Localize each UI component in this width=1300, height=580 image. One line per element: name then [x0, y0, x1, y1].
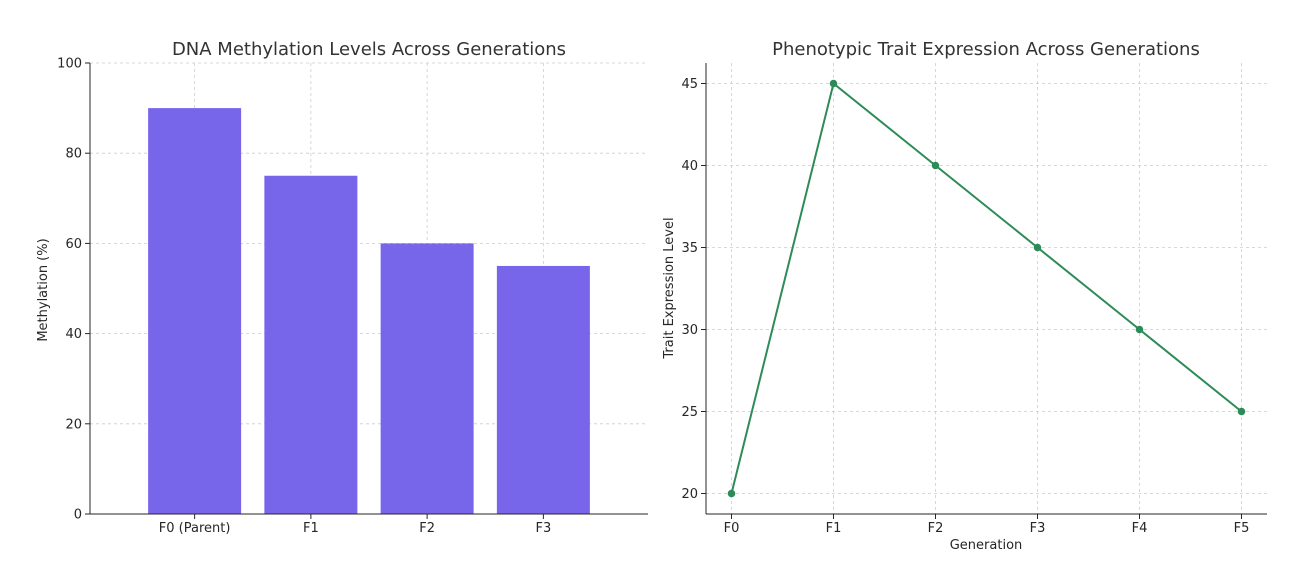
- line-chart-series: [727, 79, 1246, 498]
- line-chart-y-tick-label: 25: [681, 405, 698, 420]
- bar-chart-title: DNA Methylation Levels Across Generation…: [172, 39, 566, 60]
- bar-chart-bars: [148, 108, 590, 514]
- data-point: [1237, 407, 1246, 416]
- line-chart-x-tick-label: F3: [1030, 521, 1046, 536]
- bar: [496, 265, 590, 514]
- line-chart-y-tick-label: 20: [681, 487, 698, 502]
- line-chart-x-ticks: F0 F1 F2 F3 F4 F5: [724, 514, 1250, 536]
- bar-chart-x-ticks: F0 (Parent) F1 F2 F3: [159, 514, 551, 536]
- bar-chart-y-tick-label: 20: [65, 417, 82, 432]
- bar-chart-y-tick-label: 60: [65, 237, 82, 252]
- bar-chart-x-tick-label: F2: [419, 521, 435, 536]
- bar: [380, 243, 474, 514]
- line-chart-x-tick-label: F1: [826, 521, 842, 536]
- bar-chart-y-ticks: 0 20 40 60 80 100: [57, 57, 90, 523]
- line-chart-y-tick-label: 45: [681, 77, 698, 92]
- line-chart-y-axis-label: Trait Expression Level: [662, 217, 677, 359]
- bar-chart-axes: [89, 63, 648, 515]
- data-point: [1135, 325, 1144, 334]
- line-chart-x-tick-label: F5: [1234, 521, 1250, 536]
- line-chart-x-tick-label: F4: [1132, 521, 1148, 536]
- line-chart: Phenotypic Trait Expression Across Gener…: [662, 39, 1267, 553]
- bar-chart-y-tick-label: 80: [65, 147, 82, 162]
- bar-chart-x-tick-label: F3: [536, 521, 552, 536]
- data-point: [1033, 243, 1042, 252]
- bar: [264, 175, 358, 514]
- line-chart-x-tick-label: F0: [724, 521, 740, 536]
- bar-chart-y-axis-label: Methylation (%): [36, 238, 51, 341]
- line-chart-x-tick-label: F2: [928, 521, 944, 536]
- line-chart-x-axis-label: Generation: [950, 538, 1023, 553]
- series-line: [730, 81, 1243, 494]
- bar-chart-y-tick-label: 40: [65, 327, 82, 342]
- data-point: [727, 489, 736, 498]
- data-point: [829, 79, 838, 88]
- line-chart-y-tick-label: 30: [681, 323, 698, 338]
- bar-chart-y-tick-label: 0: [74, 508, 82, 523]
- bar-chart: DNA Methylation Levels Across Generation…: [36, 39, 648, 536]
- line-chart-y-tick-label: 40: [681, 159, 698, 174]
- line-chart-y-ticks: 20 25 30 35 40 45: [681, 77, 706, 502]
- data-point: [931, 161, 940, 170]
- bar-chart-x-tick-label: F1: [303, 521, 319, 536]
- line-chart-title: Phenotypic Trait Expression Across Gener…: [772, 39, 1200, 60]
- line-chart-gridlines: [706, 63, 1267, 514]
- line-chart-y-tick-label: 35: [681, 241, 698, 256]
- bar-chart-y-tick-label: 100: [57, 57, 82, 72]
- line-chart-axes: [705, 63, 1267, 515]
- bar-chart-x-tick-label: F0 (Parent): [159, 521, 231, 536]
- bar: [148, 108, 242, 514]
